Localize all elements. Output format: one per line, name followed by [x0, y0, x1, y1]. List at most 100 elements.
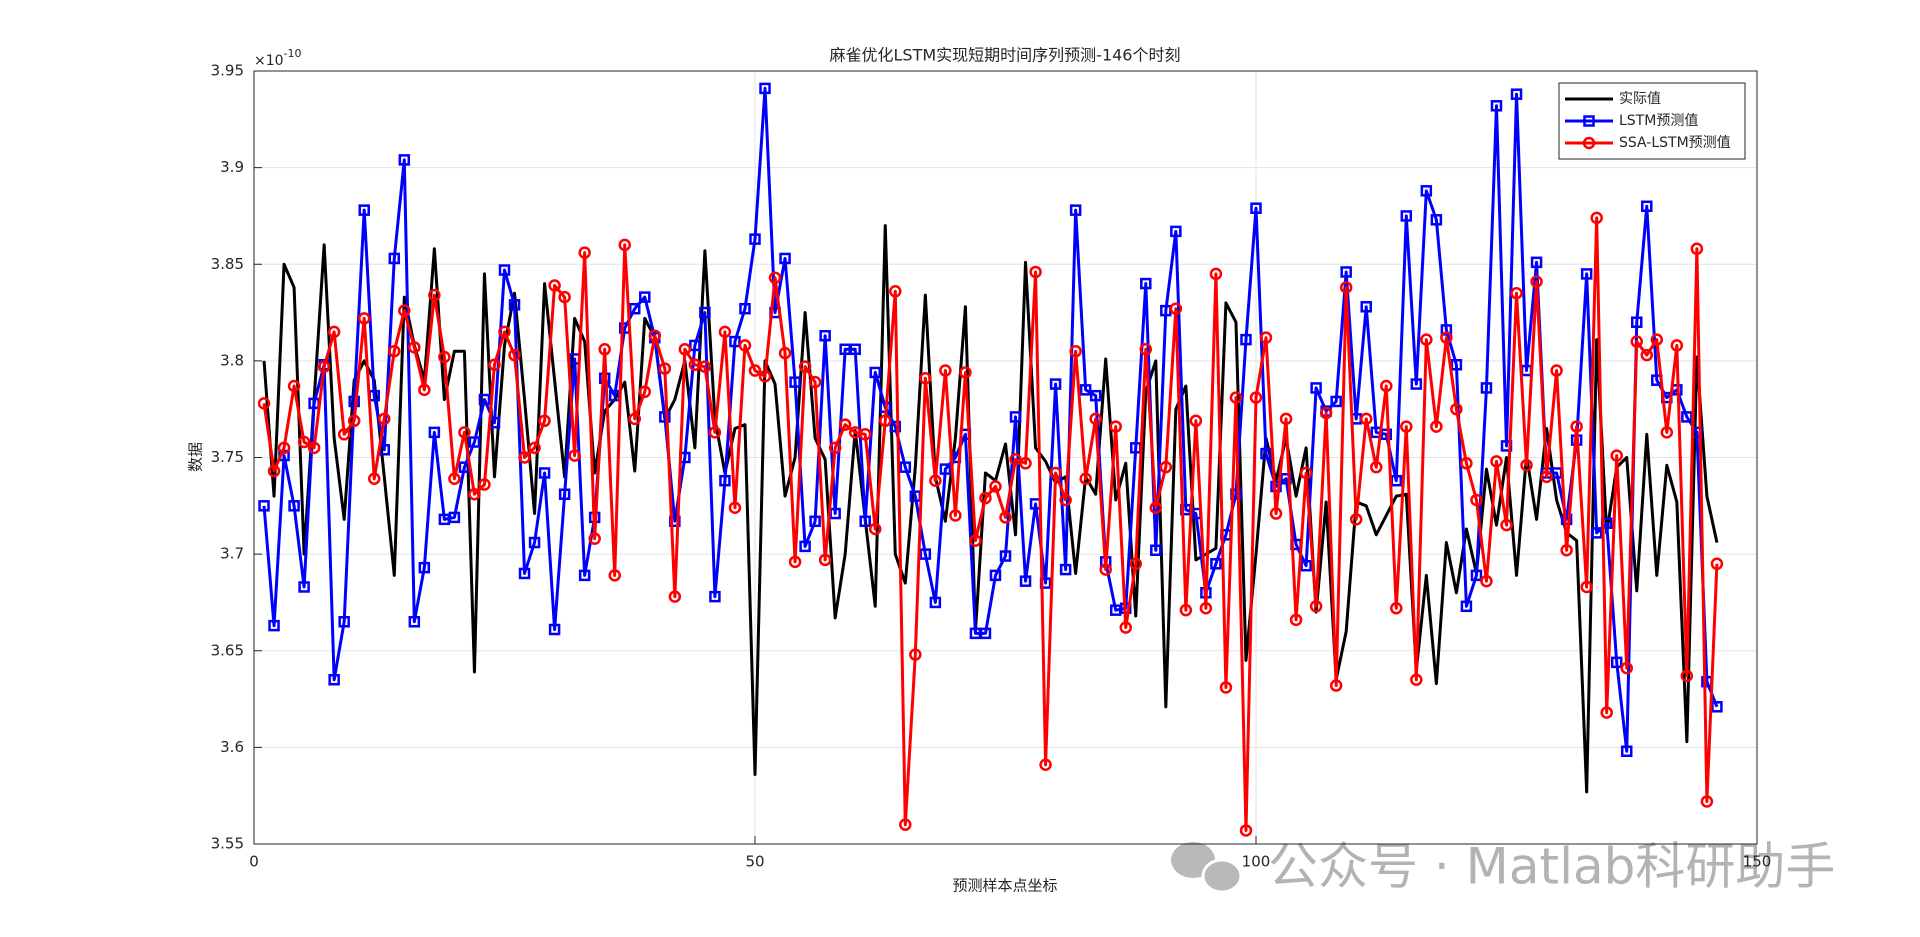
marker: [788, 555, 802, 569]
marker: [448, 511, 461, 524]
marker: [1139, 343, 1153, 356]
marker: [1269, 507, 1283, 520]
marker: [1199, 601, 1213, 615]
marker: [939, 364, 952, 377]
marker: [849, 343, 861, 356]
marker: [889, 285, 902, 298]
marker: [1641, 200, 1653, 213]
marker: [1700, 795, 1714, 808]
marker: [909, 648, 922, 661]
marker: [1580, 268, 1593, 280]
marker: [989, 569, 1002, 582]
marker: [999, 511, 1012, 524]
marker: [1089, 412, 1102, 426]
marker: [1259, 331, 1273, 344]
marker: [719, 474, 731, 487]
marker: [418, 561, 431, 574]
marker: [1570, 420, 1583, 433]
marker: [869, 366, 881, 379]
marker: [1710, 557, 1724, 571]
marker: [1179, 603, 1193, 617]
marker: [367, 472, 381, 486]
marker: [1159, 460, 1173, 474]
x-axis-label: 预测样本点坐标: [952, 877, 1057, 895]
marker: [258, 500, 270, 512]
marker: [268, 619, 280, 632]
marker: [277, 441, 291, 455]
x-tick-label: 50: [745, 853, 764, 871]
marker: [1009, 453, 1022, 466]
marker: [468, 436, 481, 448]
marker: [819, 330, 831, 342]
marker: [1149, 501, 1163, 514]
marker: [548, 279, 561, 292]
y-tick-label: 3.7: [220, 545, 244, 563]
marker: [1580, 580, 1593, 594]
marker: [1610, 656, 1623, 669]
marker: [1420, 333, 1433, 346]
x-tick-label: 100: [1242, 853, 1271, 871]
marker: [738, 339, 752, 352]
marker: [1169, 302, 1183, 315]
marker: [1279, 412, 1293, 426]
marker: [1150, 544, 1162, 557]
marker: [1339, 281, 1353, 294]
y-tick-label: 3.85: [211, 255, 244, 273]
marker: [708, 426, 722, 439]
marker: [799, 540, 811, 553]
marker: [1430, 420, 1443, 433]
marker: [1109, 420, 1122, 433]
marker: [629, 302, 641, 315]
marker: [1390, 601, 1403, 615]
marker: [267, 464, 281, 478]
marker: [1189, 414, 1203, 428]
marker: [1600, 706, 1613, 719]
marker: [1049, 378, 1062, 390]
marker: [959, 366, 972, 379]
marker: [1510, 88, 1523, 100]
marker: [1540, 470, 1553, 484]
y-tick-label: 3.8: [220, 351, 244, 369]
marker: [488, 358, 501, 371]
marker: [408, 616, 421, 628]
marker: [778, 346, 792, 360]
marker: [859, 515, 871, 528]
chart-title: 麻雀优化LSTM实现短期时间序列预测-146个时刻: [830, 46, 1181, 65]
marker: [337, 428, 351, 441]
marker: [1140, 277, 1152, 290]
y-multiplier: ×10-10: [254, 47, 302, 69]
marker: [1210, 558, 1222, 570]
marker: [1359, 412, 1373, 426]
marker: [989, 480, 1002, 493]
marker: [728, 501, 742, 514]
marker: [929, 596, 942, 609]
marker: [1510, 286, 1523, 300]
marker: [328, 673, 340, 686]
marker: [758, 370, 772, 383]
marker: [1420, 185, 1433, 197]
marker: [538, 414, 551, 428]
marker: [1099, 563, 1112, 576]
marker: [438, 350, 451, 364]
marker: [648, 329, 662, 343]
marker: [1229, 391, 1243, 404]
marker: [1289, 613, 1303, 627]
marker: [1450, 402, 1463, 416]
marker: [809, 515, 821, 528]
marker: [969, 534, 982, 547]
marker: [899, 818, 912, 831]
marker: [1309, 600, 1323, 613]
marker: [1170, 225, 1182, 238]
marker: [498, 325, 511, 339]
marker: [1560, 544, 1573, 557]
marker: [828, 441, 842, 455]
marker: [1590, 211, 1603, 225]
marker: [508, 348, 521, 362]
marker: [1089, 389, 1102, 402]
marker: [418, 383, 431, 397]
marker: [297, 435, 311, 449]
marker: [639, 291, 651, 303]
marker: [1240, 333, 1252, 346]
legend-label: LSTM预测值: [1619, 113, 1698, 129]
marker: [698, 360, 712, 373]
